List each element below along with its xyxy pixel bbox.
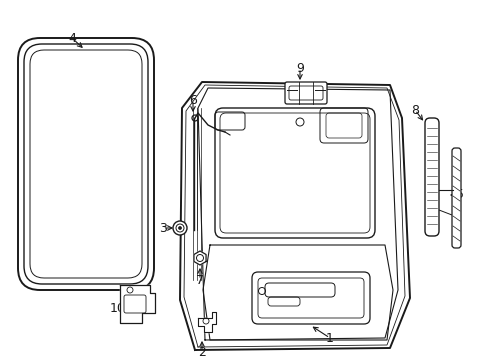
Text: 4: 4: [68, 31, 76, 45]
Text: 9: 9: [295, 62, 304, 75]
Text: 6: 6: [189, 94, 197, 107]
Text: 8: 8: [410, 104, 418, 117]
Polygon shape: [120, 285, 155, 323]
Polygon shape: [198, 312, 216, 332]
Text: 7: 7: [196, 274, 203, 287]
Circle shape: [178, 226, 181, 230]
Polygon shape: [194, 251, 205, 265]
Text: 2: 2: [198, 346, 205, 359]
FancyBboxPatch shape: [451, 148, 460, 248]
Text: 3: 3: [159, 221, 166, 234]
FancyBboxPatch shape: [285, 82, 326, 104]
Text: 5: 5: [455, 189, 463, 202]
Text: 10: 10: [110, 302, 126, 315]
Text: 1: 1: [325, 332, 333, 345]
FancyBboxPatch shape: [424, 118, 438, 236]
Circle shape: [173, 221, 186, 235]
Polygon shape: [180, 82, 409, 350]
